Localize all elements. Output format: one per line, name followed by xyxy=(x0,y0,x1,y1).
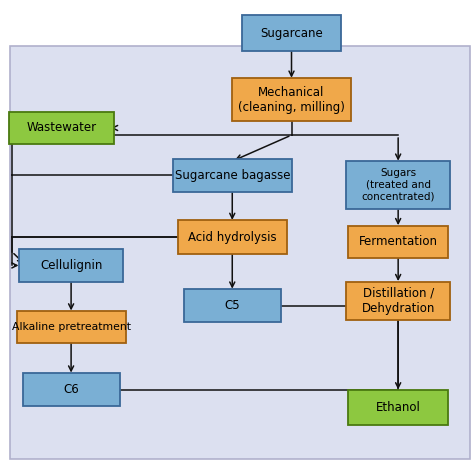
Text: Sugars
(treated and
concentrated): Sugars (treated and concentrated) xyxy=(361,168,435,201)
Text: Cellulignin: Cellulignin xyxy=(40,259,102,272)
Text: C6: C6 xyxy=(63,383,79,396)
FancyBboxPatch shape xyxy=(346,161,450,209)
FancyBboxPatch shape xyxy=(178,220,287,254)
Text: Sugarcane bagasse: Sugarcane bagasse xyxy=(174,169,290,182)
Text: Sugarcane: Sugarcane xyxy=(260,27,323,40)
FancyBboxPatch shape xyxy=(348,390,448,426)
FancyBboxPatch shape xyxy=(183,289,281,322)
FancyBboxPatch shape xyxy=(173,159,292,192)
FancyBboxPatch shape xyxy=(10,46,470,459)
FancyBboxPatch shape xyxy=(348,226,448,258)
FancyBboxPatch shape xyxy=(22,373,119,406)
Text: Fermentation: Fermentation xyxy=(359,235,438,248)
FancyBboxPatch shape xyxy=(9,112,114,144)
Text: Acid hydrolysis: Acid hydrolysis xyxy=(188,230,276,244)
Text: Wastewater: Wastewater xyxy=(27,121,97,135)
Text: Ethanol: Ethanol xyxy=(376,401,420,414)
FancyBboxPatch shape xyxy=(17,311,126,343)
Text: Distillation /
Dehydration: Distillation / Dehydration xyxy=(362,287,435,315)
Text: Alkaline pretreatment: Alkaline pretreatment xyxy=(11,322,131,332)
Text: C5: C5 xyxy=(225,299,240,312)
FancyBboxPatch shape xyxy=(232,78,351,121)
FancyBboxPatch shape xyxy=(346,282,450,320)
Text: Mechanical
(cleaning, milling): Mechanical (cleaning, milling) xyxy=(238,85,345,114)
FancyBboxPatch shape xyxy=(242,15,341,51)
FancyBboxPatch shape xyxy=(19,249,123,282)
